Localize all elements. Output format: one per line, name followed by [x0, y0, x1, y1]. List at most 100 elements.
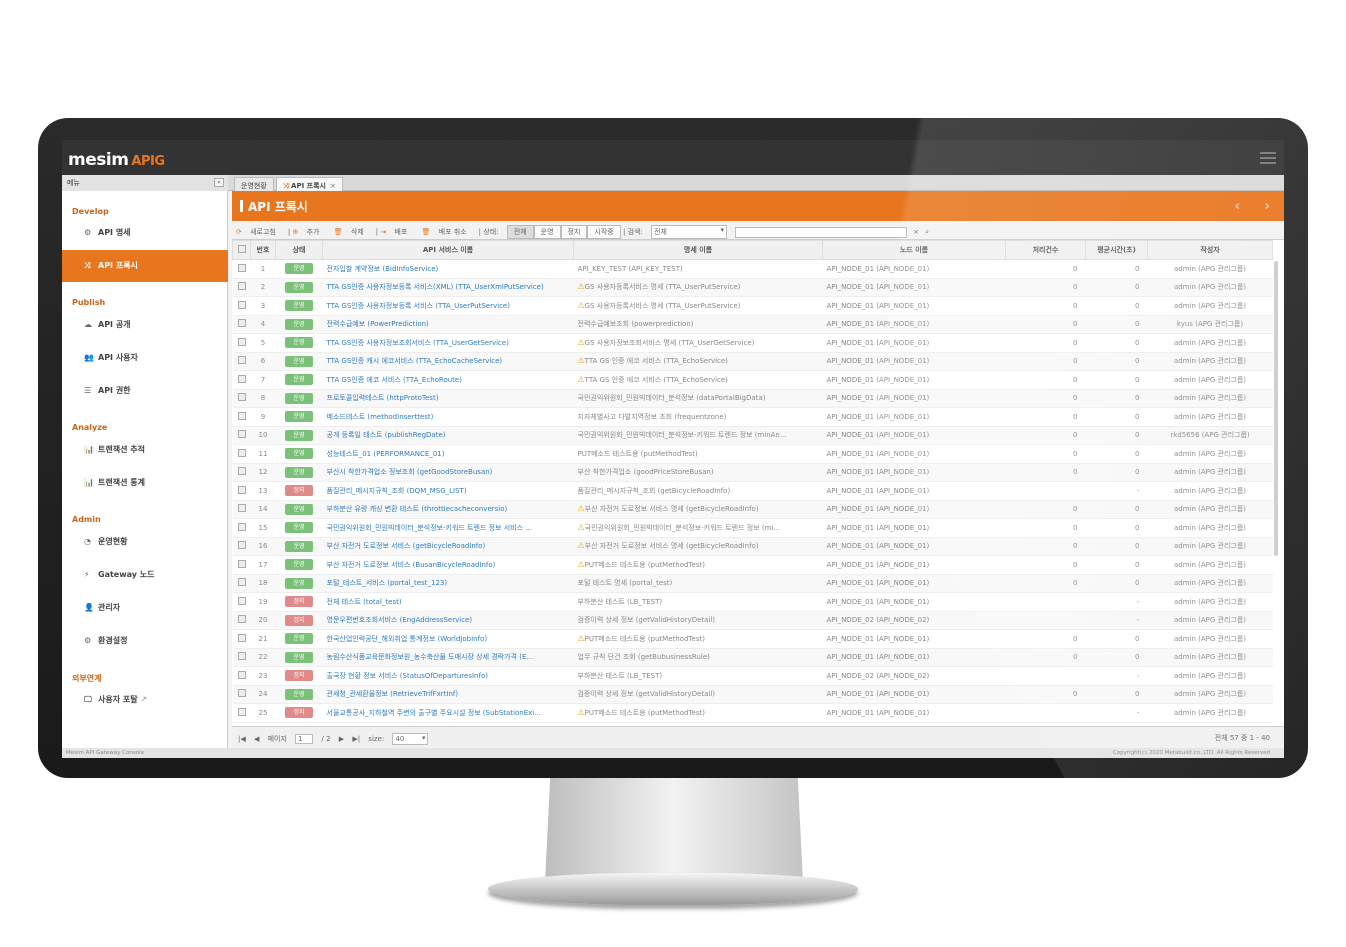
row-checkbox[interactable]: [237, 485, 246, 494]
table-row[interactable]: 11 운영 성능테스트_01 (PERFORMANCE_01) PUT메소드 테스트용…: [232, 444, 1273, 464]
last-page-button[interactable]: ▶|: [352, 735, 361, 743]
col-header-spec-name[interactable]: 명세 이름: [573, 240, 823, 260]
service-name-link[interactable]: 영문우편번호조회서비스 (EngAddressService): [322, 611, 574, 630]
deploy-button[interactable]: ⇥ 배포: [380, 228, 408, 236]
service-name-link[interactable]: 전력수급예보 (PowerPrediction): [322, 315, 574, 334]
next-arrow-icon[interactable]: ›: [1264, 199, 1270, 214]
sidebar-item[interactable]: 📊 트랜잭션 추적: [62, 434, 228, 466]
service-name-link[interactable]: 국민권익위원회_민원빅데이터_분석정보-키워드 트렌드 정보 서비스 ...: [322, 518, 574, 538]
filter-running[interactable]: 운영: [533, 225, 561, 239]
close-tab-icon[interactable]: ×: [329, 182, 336, 190]
sidebar-item[interactable]: ⚙ 환경설정: [62, 625, 228, 657]
row-checkbox[interactable]: [237, 374, 246, 383]
table-row[interactable]: 14 운영 부하분산 유량 캐싱 변환 테스트 (throttlecacheconv…: [232, 500, 1273, 519]
table-row[interactable]: 19 정지 전체 테스트 (total_test) 부하분산 테스트 (LB_TEST…: [232, 592, 1273, 612]
service-name-link[interactable]: TTA GS인증 캐시 에코서비스 (TTA_EchoCacheService): [322, 352, 574, 371]
service-name-link[interactable]: TTA GS인증 사용자정보조회서비스 (TTA_UserGetService): [322, 333, 574, 353]
col-header-status[interactable]: 상태: [275, 240, 323, 260]
table-row[interactable]: 1 운영 전자입찰 계약정보 (BidInfoService) API_KEY_TES…: [232, 259, 1273, 279]
service-name-link[interactable]: 포털_테스트_서비스 (portal_test_123): [322, 574, 574, 593]
service-name-link[interactable]: 농림수산식품교육문화정보원_농수축산물 도매시장 상세 경락가격 (E...: [322, 648, 574, 667]
service-name-link[interactable]: 서울교통공사_지하철역 주변의 출구별 주요시설 정보 (SubStationE…: [322, 703, 574, 723]
table-row[interactable]: 4 운영 전력수급예보 (PowerPrediction) 전력수급예보조회 (pow…: [232, 315, 1273, 334]
row-checkbox[interactable]: [237, 707, 246, 716]
sidebar-item[interactable]: 👤 관리자: [62, 592, 228, 624]
hamburger-menu-icon[interactable]: [1260, 152, 1276, 164]
sidebar-item[interactable]: 🖵 사용자 포탈 ↗: [62, 684, 228, 716]
first-page-button[interactable]: |◀: [238, 735, 246, 743]
service-name-link[interactable]: 부산 자전거 도로정보 서비스 (BusanBicycleRoadInfo): [322, 555, 574, 575]
prev-arrow-icon[interactable]: ‹: [1234, 199, 1240, 214]
col-header-node-name[interactable]: 노드 이름: [822, 240, 1006, 260]
page-size-select[interactable]: 40: [392, 733, 429, 745]
row-checkbox[interactable]: [237, 596, 246, 605]
row-checkbox[interactable]: [237, 263, 246, 272]
table-row[interactable]: 18 운영 포털_테스트_서비스 (portal_test_123) 포털 테스트 명…: [232, 574, 1273, 593]
col-header-author[interactable]: 작성자: [1147, 240, 1273, 260]
table-row[interactable]: 17 운영 부산 자전거 도로정보 서비스 (BusanBicycleRoadInf…: [232, 555, 1273, 575]
table-row[interactable]: 20 정지 영문우편번호조회서비스 (EngAddressService) 검증이력 …: [232, 611, 1273, 630]
row-checkbox[interactable]: [237, 541, 246, 550]
table-row[interactable]: 7 운영 TTA GS인증 에코 서비스 (TTA_EchoRoute) ⚠TTA G…: [232, 370, 1273, 390]
sidebar-item[interactable]: ☰ API 권한: [62, 375, 228, 407]
row-checkbox[interactable]: [237, 670, 246, 679]
table-row[interactable]: 23 정지 출국장 현황 정보 서비스 (StatusOfDeparturesInf…: [232, 666, 1273, 686]
service-name-link[interactable]: TTA GS인증 에코 서비스 (TTA_EchoRoute): [322, 370, 574, 390]
search-input[interactable]: [735, 226, 908, 238]
prev-page-button[interactable]: ◀: [253, 735, 260, 743]
table-row[interactable]: 21 운영 한국산업인력공단_해외취업 통계정보 (WorldJobInfo) ⚠PU…: [232, 629, 1273, 649]
service-name-link[interactable]: TTA GS인증 사용자정보등록 서비스(XML) (TTA_UserXmlPu…: [322, 278, 574, 297]
service-name-link[interactable]: 한국산업인력공단_해외취업 통계정보 (WorldJobInfo): [322, 629, 574, 649]
sidebar-item[interactable]: ⤨ API 프록시: [62, 250, 228, 282]
row-checkbox[interactable]: [237, 319, 246, 328]
service-name-link[interactable]: 관세청_관세환율정보 (RetrieveTrifFxrtInf): [322, 685, 574, 704]
row-checkbox[interactable]: [237, 411, 246, 420]
sidebar-item[interactable]: ⚙ API 명세: [62, 217, 228, 249]
row-checkbox[interactable]: [237, 689, 246, 698]
row-checkbox[interactable]: [237, 504, 246, 513]
service-name-link[interactable]: 프로토콜입력테스트 (httpProtoTest): [322, 389, 574, 408]
table-row[interactable]: 6 운영 TTA GS인증 캐시 에코서비스 (TTA_EchoCacheServi…: [232, 352, 1273, 371]
row-checkbox[interactable]: [237, 615, 246, 624]
table-row[interactable]: 9 운영 메소드테스트 (methodInserttest) 지자체별사고 다발지역정…: [232, 407, 1273, 427]
undeploy-button[interactable]: 🗑 배포 취소: [421, 228, 467, 236]
row-checkbox[interactable]: [237, 578, 246, 587]
col-header-count[interactable]: 처리건수: [1005, 240, 1086, 260]
table-scrollbar[interactable]: [1274, 261, 1278, 556]
table-row[interactable]: 15 운영 국민권익위원회_민원빅데이터_분석정보-키워드 트렌드 정보 서비스 .…: [232, 518, 1273, 538]
service-name-link[interactable]: 부하분산 유량 캐싱 변환 테스트 (throttlecacheconversi…: [322, 500, 574, 519]
service-name-link[interactable]: 메소드테스트 (methodInserttest): [322, 407, 574, 427]
sidebar-item[interactable]: ◔ 운영현황: [62, 526, 228, 558]
col-header-service-name[interactable]: API 서비스 이름: [322, 240, 574, 260]
search-field-select[interactable]: 전체: [651, 225, 728, 239]
search-icon[interactable]: ⌕: [925, 228, 930, 236]
service-name-link[interactable]: 출국장 현황 정보 서비스 (StatusOfDeparturesInfo): [322, 666, 574, 686]
service-name-link[interactable]: 품질관리_메시지규칙_조회 (DQM_MSG_LIST): [322, 481, 574, 501]
row-checkbox[interactable]: [237, 282, 246, 291]
col-header-no[interactable]: 번호: [250, 240, 276, 260]
table-row[interactable]: 22 운영 농림수산식품교육문화정보원_농수축산물 도매시장 상세 경락가격 (E.…: [232, 648, 1273, 667]
row-checkbox[interactable]: [237, 652, 246, 661]
row-checkbox[interactable]: [237, 430, 246, 439]
row-checkbox[interactable]: [237, 393, 246, 402]
filter-all[interactable]: 전체: [506, 225, 534, 239]
table-row[interactable]: 3 운영 TTA GS인증 사용자정보등록 서비스 (TTA_UserPutServ…: [232, 296, 1273, 316]
sidebar-item[interactable]: ⚡ Gateway 노드: [62, 559, 228, 591]
table-row[interactable]: 5 운영 TTA GS인증 사용자정보조회서비스 (TTA_UserGetServi…: [232, 333, 1273, 353]
sidebar-item[interactable]: 📊 트랜잭션 통계: [62, 467, 228, 499]
row-checkbox[interactable]: [237, 448, 246, 457]
next-page-button[interactable]: ▶: [338, 735, 345, 743]
row-checkbox[interactable]: [237, 559, 246, 568]
delete-button[interactable]: 🗑 삭제: [333, 228, 364, 236]
select-all-checkbox[interactable]: [237, 245, 246, 253]
service-name-link[interactable]: 성능테스트_01 (PERFORMANCE_01): [322, 444, 574, 464]
refresh-button[interactable]: ⟳ 새로고침: [236, 228, 276, 236]
collapse-sidebar-button[interactable]: «: [214, 178, 224, 187]
tab-operations[interactable]: 운영현황: [234, 177, 274, 191]
table-row[interactable]: 24 운영 관세청_관세환율정보 (RetrieveTrifFxrtInf) 검증이력…: [232, 685, 1273, 704]
table-row[interactable]: 16 운영 부산 자전거 도로정보 서비스 (getBicycleRoadInfo)…: [232, 537, 1273, 556]
service-name-link[interactable]: 부산시 착한가격업소 정보조회 (getGoodStoreBusan): [322, 463, 574, 482]
table-row[interactable]: 12 운영 부산시 착한가격업소 정보조회 (getGoodStoreBusan) 부…: [232, 463, 1273, 482]
service-name-link[interactable]: 전체 테스트 (total_test): [322, 592, 574, 612]
row-checkbox[interactable]: [237, 522, 246, 531]
